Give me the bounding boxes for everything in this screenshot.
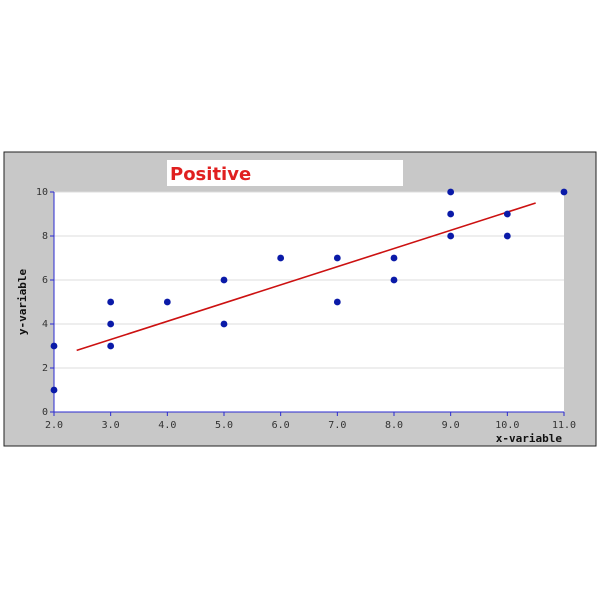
x-tick-label: 6.0 xyxy=(272,420,290,431)
data-point xyxy=(503,232,511,240)
data-point xyxy=(447,210,455,218)
data-point xyxy=(333,298,341,306)
data-points xyxy=(50,188,568,394)
data-point xyxy=(107,342,115,350)
x-tick-label: 8.0 xyxy=(385,420,403,431)
x-tick-label: 4.0 xyxy=(158,420,176,431)
y-axis-title: y-variable xyxy=(16,269,29,336)
grid-lines xyxy=(54,191,564,369)
y-tick-label: 6 xyxy=(42,275,48,286)
data-point xyxy=(390,276,398,284)
y-tick-label: 8 xyxy=(42,231,48,242)
x-tick-label: 10.0 xyxy=(495,420,519,431)
x-tick-label: 11.0 xyxy=(552,420,576,431)
x-tick-label: 2.0 xyxy=(45,420,63,431)
data-point xyxy=(50,386,58,394)
data-point xyxy=(447,188,455,196)
chart-title: Positive xyxy=(170,164,251,185)
data-point xyxy=(333,254,341,262)
axis-ticks: 0 2 4 6 8 10 2.0 3.0 4.0 5.0 6.0 7.0 8.0 9.0 10.0 11.0 xyxy=(36,187,576,431)
data-point xyxy=(107,298,115,306)
data-point xyxy=(220,276,228,284)
x-tick-label: 9.0 xyxy=(442,420,460,431)
title-box xyxy=(167,160,403,186)
x-tick-label: 7.0 xyxy=(328,420,346,431)
data-point xyxy=(390,254,398,262)
x-tick-label: 3.0 xyxy=(102,420,120,431)
y-tick-label: 2 xyxy=(42,363,48,374)
x-tick-label: 5.0 xyxy=(215,420,233,431)
y-tick-label: 0 xyxy=(42,407,48,418)
data-point xyxy=(163,298,171,306)
data-point xyxy=(447,232,455,240)
y-tick-label: 4 xyxy=(42,319,48,330)
plot-area xyxy=(54,192,564,412)
data-point xyxy=(503,210,511,218)
data-point xyxy=(560,188,568,196)
data-point xyxy=(220,320,228,328)
data-point xyxy=(50,342,58,350)
y-tick-label: 10 xyxy=(36,187,48,198)
data-point xyxy=(107,320,115,328)
trendline xyxy=(76,202,536,352)
trendline-group xyxy=(76,202,536,352)
data-point xyxy=(277,254,285,262)
x-axis-title: x-variable xyxy=(496,432,563,445)
